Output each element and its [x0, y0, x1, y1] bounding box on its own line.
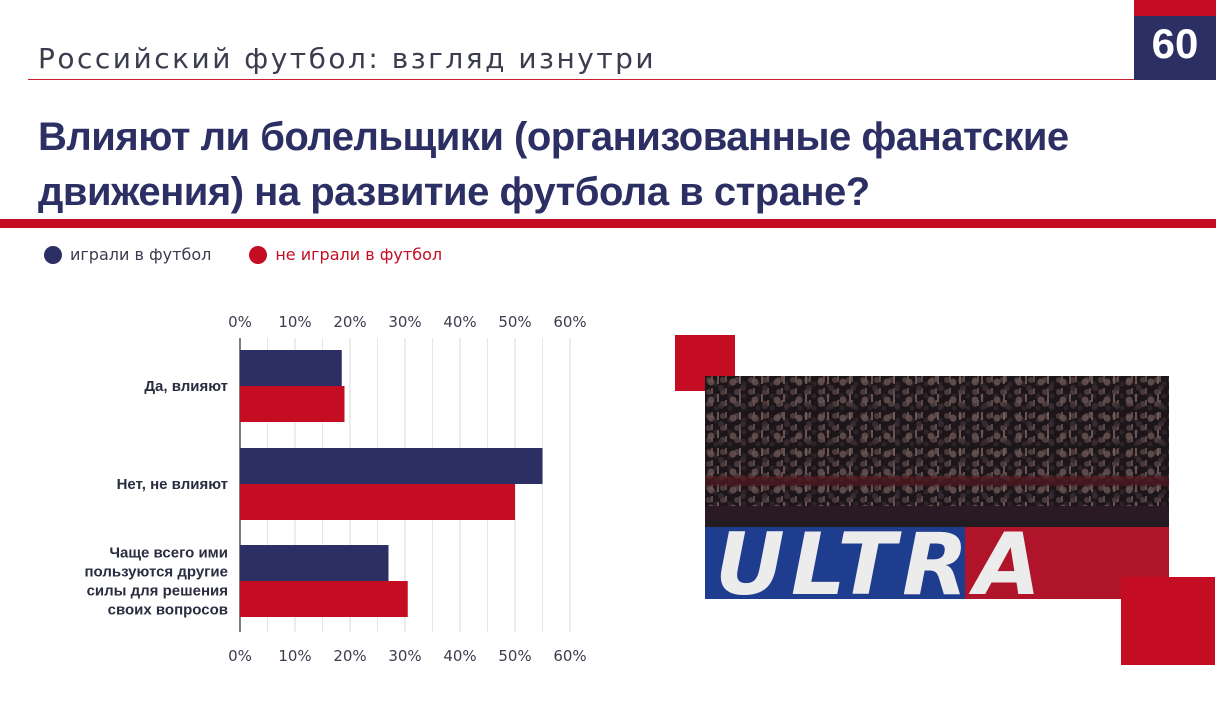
bar-1-0 [240, 386, 345, 422]
bar-1-1 [240, 484, 515, 520]
bar-1-2 [240, 581, 408, 617]
category-label-0-0: Да, влияют [144, 378, 228, 395]
page-number-box: 60 [1134, 0, 1216, 80]
x-tick-top-50: 50% [498, 313, 531, 331]
bar-0-0 [240, 350, 342, 386]
category-label-2-3: своих вопросов [108, 602, 228, 619]
x-tick-top-40: 40% [443, 313, 476, 331]
title-divider [0, 219, 1216, 228]
x-tick-top-10: 10% [278, 313, 311, 331]
photo-block: ULTRA [675, 335, 1215, 665]
subtitle-underline [28, 79, 1136, 80]
crowd-illustration: ULTRA [705, 376, 1169, 599]
page-number-red-strip [1134, 0, 1216, 16]
x-tick-bottom-50: 50% [498, 647, 531, 665]
page-number: 60 [1151, 20, 1199, 67]
legend-item-played: играли в футбол [44, 245, 211, 264]
banner-text: ULTRA [715, 515, 1047, 599]
category-label-1-0: Нет, не влияют [117, 476, 228, 493]
x-tick-bottom-60: 60% [553, 647, 586, 665]
decor-square-bottom-right [1121, 577, 1215, 665]
category-label-2-2: силы для решения [87, 583, 228, 600]
page-title-line-1: Влияют ли болельщики (организованные фан… [38, 115, 1069, 159]
x-tick-top-60: 60% [553, 313, 586, 331]
x-tick-bottom-40: 40% [443, 647, 476, 665]
page-title-line-2: движения) на развитие футбола в стране? [38, 170, 870, 214]
x-tick-bottom-10: 10% [278, 647, 311, 665]
category-label-2-0: Чаще всего ими [110, 545, 229, 562]
ultras-photo: ULTRA [705, 376, 1169, 599]
x-tick-bottom-20: 20% [333, 647, 366, 665]
legend-label-played: играли в футбол [70, 245, 212, 264]
x-tick-top-20: 20% [333, 313, 366, 331]
bar-0-1 [240, 448, 543, 484]
chart-legend: играли в футбол не играли в футбол [44, 245, 480, 264]
x-tick-top-30: 30% [388, 313, 421, 331]
category-label-2-1: пользуются другие [84, 564, 228, 581]
page-title: Влияют ли болельщики (организованные фан… [38, 110, 1138, 220]
bar-chart: 0% 0% 10% 10% 20% 20% 30% 30% 40% 40% 50% 50% 60% 60%… [84, 313, 586, 665]
legend-dot-played [44, 245, 62, 264]
bar-0-2 [240, 545, 389, 581]
x-tick-top-0: 0% [228, 313, 252, 331]
x-tick-bottom-0: 0% [228, 647, 252, 665]
legend-item-not-played: не играли в футбол [249, 245, 442, 264]
legend-label-not-played: не играли в футбол [275, 245, 443, 264]
banner-blue-section [705, 519, 965, 599]
subtitle: Российский футбол: взгляд изнутри [38, 42, 657, 75]
legend-dot-not-played [249, 245, 268, 264]
x-tick-bottom-30: 30% [388, 647, 421, 665]
